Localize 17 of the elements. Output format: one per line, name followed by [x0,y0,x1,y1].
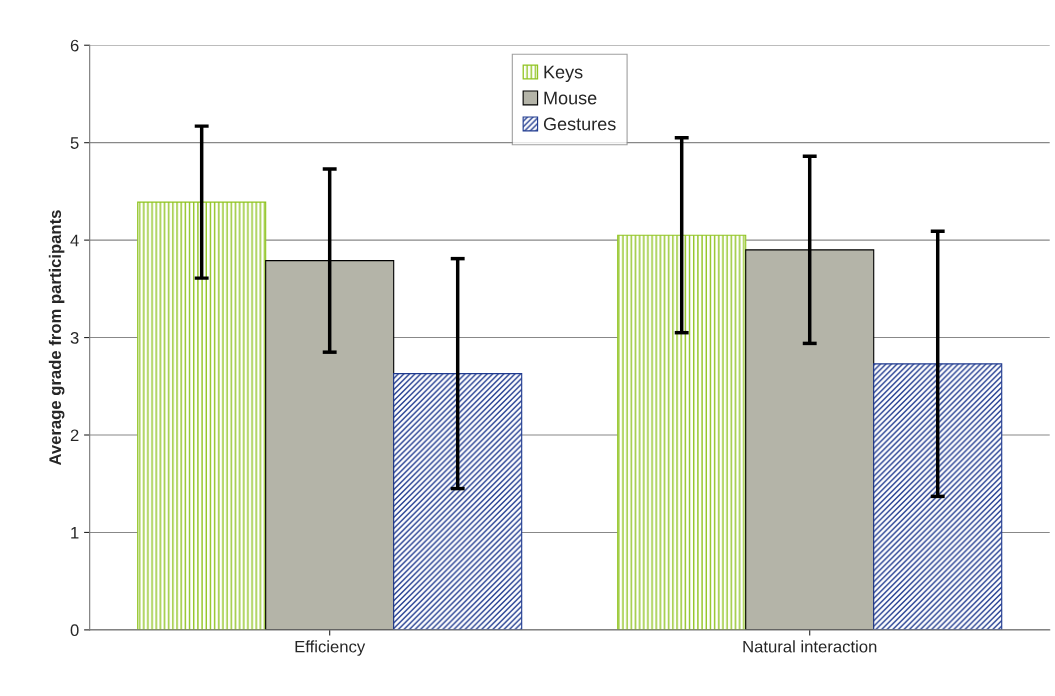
y-tick-label: 6 [70,39,79,52]
y-tick-label: 0 [70,624,79,637]
y-tick-label: 2 [70,429,79,442]
y-tick-label: 1 [71,527,79,539]
y-tick-label: 5 [70,137,79,149]
y-tick-label: 4 [70,234,79,247]
bar [137,201,267,630]
legend-label: Gestures [543,117,616,131]
y-axis-title: Average grade from participants [48,210,65,466]
bar [873,363,1003,630]
bar [617,234,747,630]
x-tick-label: Natural interaction [743,640,877,653]
y-tick-label: 3 [70,331,79,344]
x-tick-label: Efficiency [295,640,366,656]
bar [393,373,523,630]
legend-label: Mouse [544,91,597,105]
legend-label: Keys [544,65,583,83]
